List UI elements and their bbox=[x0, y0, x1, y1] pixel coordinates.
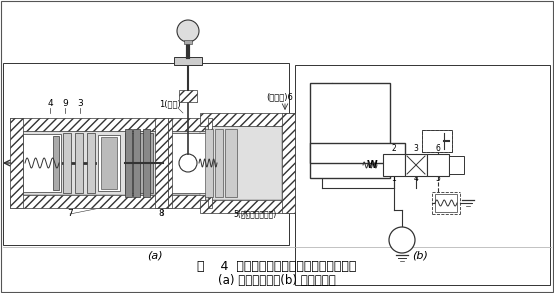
Bar bbox=[310, 143, 405, 163]
Text: (接油箱)6: (接油箱)6 bbox=[266, 92, 294, 101]
Bar bbox=[179, 90, 197, 102]
Bar bbox=[10, 118, 23, 208]
Text: (a) 工作原理图；(b) 结构原理图: (a) 工作原理图；(b) 结构原理图 bbox=[218, 273, 336, 287]
Bar bbox=[23, 134, 61, 192]
Bar bbox=[383, 154, 405, 176]
Bar bbox=[205, 129, 213, 197]
Bar bbox=[295, 65, 550, 285]
Bar bbox=[125, 129, 132, 197]
Text: 9: 9 bbox=[62, 99, 68, 108]
Bar bbox=[87, 133, 95, 193]
Bar bbox=[282, 113, 295, 213]
Text: 8: 8 bbox=[158, 209, 165, 218]
Bar bbox=[75, 133, 83, 193]
Bar bbox=[422, 130, 452, 152]
Text: 4: 4 bbox=[47, 99, 53, 108]
Bar bbox=[200, 113, 295, 126]
Bar bbox=[98, 135, 120, 191]
Bar bbox=[200, 126, 282, 200]
Bar bbox=[155, 118, 168, 208]
Bar bbox=[53, 136, 59, 190]
Bar bbox=[10, 195, 205, 208]
Bar bbox=[449, 156, 464, 174]
Bar bbox=[310, 83, 390, 178]
Text: (a): (a) bbox=[147, 250, 163, 260]
Text: 5: 5 bbox=[435, 174, 440, 183]
Circle shape bbox=[389, 227, 415, 253]
Bar bbox=[174, 57, 202, 65]
Bar bbox=[168, 118, 172, 208]
Text: 2: 2 bbox=[392, 144, 396, 153]
Bar bbox=[170, 133, 210, 193]
Bar bbox=[215, 129, 223, 197]
Text: (b): (b) bbox=[412, 250, 428, 260]
Bar bbox=[133, 129, 140, 197]
Bar bbox=[23, 131, 205, 195]
Bar bbox=[200, 200, 295, 213]
Bar bbox=[184, 40, 192, 44]
Circle shape bbox=[179, 154, 197, 172]
Text: 5(接蓄能阀遥控口): 5(接蓄能阀遥控口) bbox=[233, 209, 276, 218]
Bar bbox=[3, 63, 289, 245]
Text: W: W bbox=[366, 160, 377, 170]
Bar bbox=[427, 154, 449, 176]
Text: 7: 7 bbox=[67, 209, 73, 218]
Circle shape bbox=[177, 20, 199, 42]
Text: 4: 4 bbox=[414, 174, 418, 183]
Bar bbox=[101, 137, 117, 189]
Text: 3: 3 bbox=[414, 144, 418, 153]
Bar bbox=[143, 129, 150, 197]
Text: 1: 1 bbox=[392, 174, 396, 183]
Bar bbox=[10, 118, 205, 131]
Text: 6: 6 bbox=[435, 144, 440, 153]
Bar bbox=[405, 154, 427, 176]
Text: 图    4  闭式系统用卸荷阀的结构与工作原理: 图 4 闭式系统用卸荷阀的结构与工作原理 bbox=[197, 260, 357, 273]
Text: 1(接泵): 1(接泵) bbox=[159, 99, 181, 108]
Bar bbox=[208, 118, 212, 208]
Text: 3: 3 bbox=[77, 99, 83, 108]
Bar bbox=[63, 133, 71, 193]
Bar bbox=[225, 129, 237, 197]
Bar bbox=[125, 133, 153, 193]
Bar bbox=[435, 194, 457, 212]
